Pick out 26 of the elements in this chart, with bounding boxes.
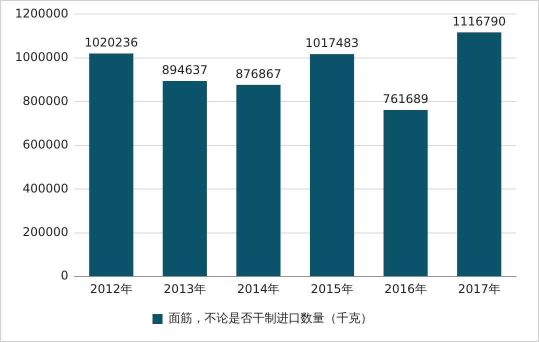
y-tick-label: 0 [60,268,68,283]
y-tick-label: 1000000 [14,50,68,64]
x-tick-label: 2016年 [384,282,427,296]
data-label: 1020236 [84,36,138,50]
data-label: 876867 [236,66,282,81]
data-label: 1116790 [452,14,506,29]
data-label: 894637 [162,63,208,78]
bar [457,32,502,276]
x-tick-label: 2017年 [458,282,500,296]
bar [162,80,207,276]
y-tick-label: 600000 [22,138,68,152]
y-tick-label: 200000 [22,224,68,239]
legend-label: 面筋，不论是否干制进口数量（千克） [168,311,372,326]
y-tick-label: 800000 [22,94,68,108]
x-tick-label: 2015年 [310,282,354,296]
y-tick-label: 400000 [22,181,68,196]
x-tick-label: 2013年 [164,282,206,296]
x-tick-label: 2012年 [90,282,133,296]
bar [89,54,134,276]
data-label: 1017483 [305,36,359,50]
data-label: 761689 [382,92,429,106]
x-tick-label: 2014年 [237,282,280,296]
y-tick-label: 1200000 [14,6,68,20]
bar [384,110,428,276]
bar [310,54,354,276]
bar [236,84,281,276]
